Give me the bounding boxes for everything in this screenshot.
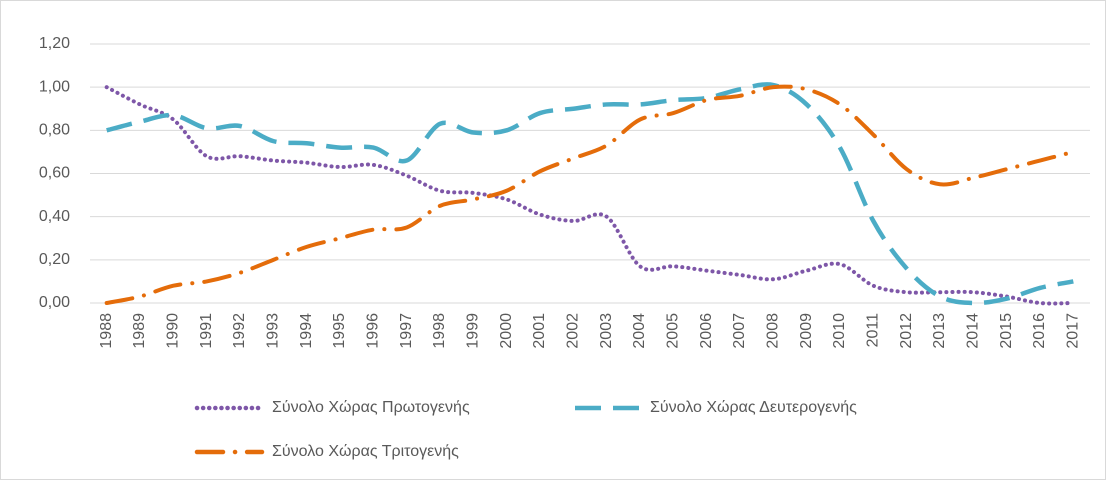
x-tick-label: 2012 [898, 313, 915, 349]
y-tick-label: 0,00 [39, 294, 70, 311]
x-tick-label: 2008 [765, 313, 782, 349]
x-tick-label: 2009 [798, 313, 815, 349]
x-tick-label: 2011 [865, 313, 882, 348]
x-tick-label: 2016 [1031, 313, 1048, 349]
x-tick-label: 2015 [998, 313, 1015, 349]
x-tick-label: 2005 [665, 313, 682, 349]
x-tick-label: 2010 [831, 313, 848, 349]
legend-label: Σύνολο Χώρας Πρωτογενής [272, 399, 470, 416]
x-tick-label: 1994 [298, 313, 315, 349]
y-tick-label: 0,60 [39, 165, 70, 182]
x-tick-label: 2014 [965, 313, 982, 349]
x-tick-label: 2017 [1065, 313, 1082, 349]
legend-label: Σύνολο Χώρας Τριτογενής [272, 443, 459, 460]
series-line [106, 82, 1074, 306]
x-tick-label: 1997 [398, 313, 415, 349]
x-tick-label: 1990 [165, 313, 182, 349]
y-tick-label: 0,40 [39, 208, 70, 225]
x-tick-label: 2007 [731, 313, 748, 349]
series-line [104, 85, 1076, 306]
x-tick-label: 1989 [131, 313, 148, 349]
x-tick-label: 1993 [265, 313, 282, 349]
y-tick-label: 0,80 [39, 122, 70, 139]
x-tick-label: 2000 [498, 313, 515, 349]
x-tick-label: 2002 [565, 313, 582, 349]
y-tick-label: 1,00 [39, 78, 70, 95]
series-line [104, 84, 1076, 305]
x-tick-label: 1992 [231, 313, 248, 349]
x-tick-label: 1999 [465, 313, 482, 349]
x-tick-label: 1996 [365, 313, 382, 349]
y-tick-label: 1,20 [39, 35, 70, 52]
legend-label: Σύνολο Χώρας Δευτερογενής [650, 399, 857, 416]
x-tick-label: 2001 [531, 313, 548, 349]
y-tick-label: 0,20 [39, 251, 70, 268]
x-tick-label: 2013 [931, 313, 948, 349]
x-tick-label: 2004 [631, 313, 648, 349]
x-tick-label: 1995 [331, 313, 348, 349]
x-tick-label: 1988 [98, 313, 115, 349]
x-tick-label: 1998 [431, 313, 448, 349]
x-tick-label: 2003 [598, 313, 615, 349]
x-tick-label: 1991 [198, 313, 215, 349]
x-tick-label: 2006 [698, 313, 715, 349]
